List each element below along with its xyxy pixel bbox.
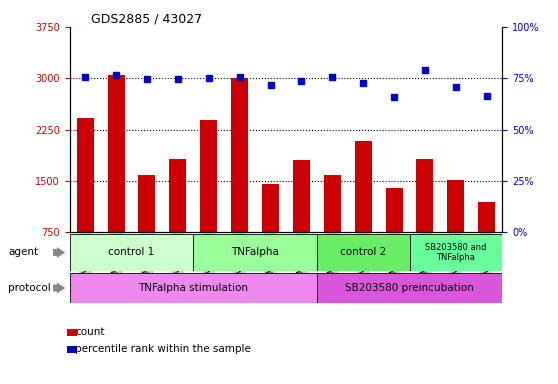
Bar xyxy=(262,184,279,284)
Text: SB203580 and
TNFalpha: SB203580 and TNFalpha xyxy=(425,243,487,262)
Bar xyxy=(355,141,372,284)
Bar xyxy=(108,75,124,284)
Bar xyxy=(193,234,317,271)
Text: TNFalpha: TNFalpha xyxy=(231,247,279,258)
Text: TNFalpha stimulation: TNFalpha stimulation xyxy=(138,283,248,293)
Bar xyxy=(138,175,156,284)
Bar xyxy=(324,175,341,284)
Text: control 1: control 1 xyxy=(108,247,155,258)
Bar xyxy=(70,234,193,271)
Bar xyxy=(386,189,402,284)
Bar xyxy=(416,159,434,284)
Text: SB203580 preincubation: SB203580 preincubation xyxy=(345,283,474,293)
Bar xyxy=(293,161,310,284)
Bar xyxy=(448,180,464,284)
Bar xyxy=(76,118,94,284)
Text: protocol: protocol xyxy=(8,283,51,293)
Text: percentile rank within the sample: percentile rank within the sample xyxy=(75,344,251,354)
Bar xyxy=(200,120,217,284)
Text: control 2: control 2 xyxy=(340,247,386,258)
Text: agent: agent xyxy=(8,247,39,258)
Bar xyxy=(410,234,502,271)
Bar xyxy=(317,234,410,271)
Bar xyxy=(170,159,186,284)
Bar xyxy=(70,273,317,303)
Bar xyxy=(478,202,496,284)
Text: GDS2885 / 43027: GDS2885 / 43027 xyxy=(92,13,203,26)
Bar xyxy=(231,78,248,284)
Bar xyxy=(317,273,502,303)
Text: count: count xyxy=(75,327,105,337)
